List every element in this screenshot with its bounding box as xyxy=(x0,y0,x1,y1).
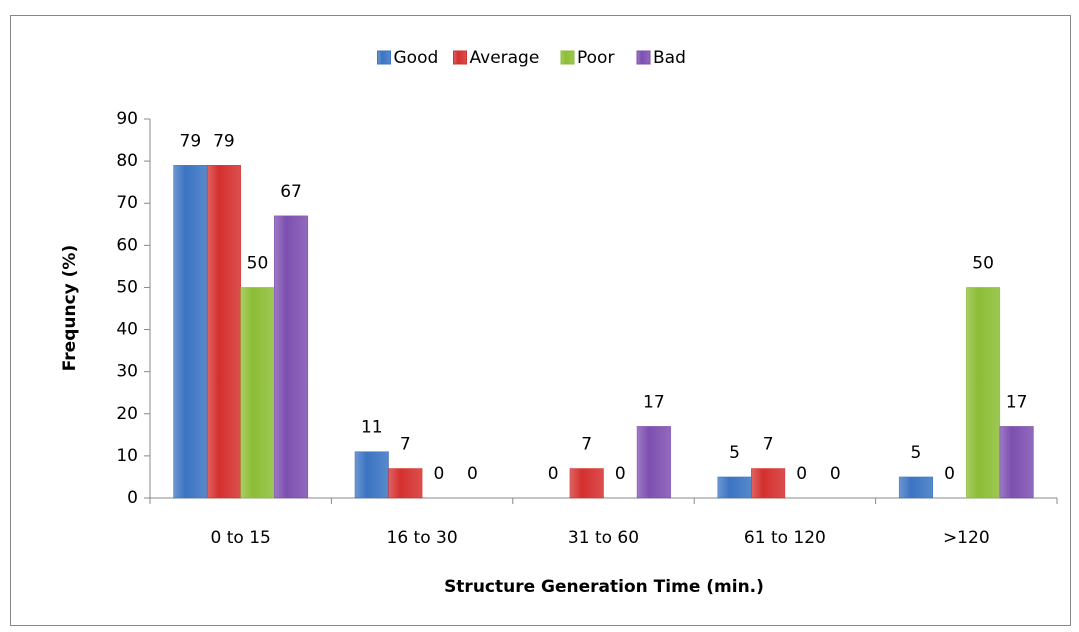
data-label: 79 xyxy=(213,131,235,151)
legend-swatch xyxy=(453,50,467,65)
bar xyxy=(274,215,309,499)
legend-label: Bad xyxy=(653,48,686,68)
bar xyxy=(751,468,786,499)
data-label: 0 xyxy=(467,464,478,484)
data-label: 0 xyxy=(830,464,841,484)
data-label: 7 xyxy=(763,435,774,455)
y-tick-label: 90 xyxy=(116,109,138,129)
legend-swatch xyxy=(636,50,651,65)
data-label: 5 xyxy=(911,443,922,463)
bar xyxy=(173,165,208,499)
y-tick-label: 50 xyxy=(116,277,138,297)
data-label: 0 xyxy=(944,464,955,484)
bar xyxy=(206,165,241,499)
bar xyxy=(354,451,389,499)
y-tick-label: 30 xyxy=(116,362,138,382)
bar xyxy=(966,287,1001,499)
x-tick-label: 31 to 60 xyxy=(568,528,639,548)
bar xyxy=(240,287,275,499)
data-label: 0 xyxy=(615,464,626,484)
y-axis-title: Frequncy (%) xyxy=(60,245,80,371)
data-label: 67 xyxy=(280,182,302,202)
x-tick-label: 16 to 30 xyxy=(387,528,458,548)
chart-border xyxy=(10,15,1071,626)
y-tick-label: 60 xyxy=(116,235,138,255)
data-label: 7 xyxy=(581,435,592,455)
y-tick-label: 0 xyxy=(127,488,138,508)
y-tick-label: 70 xyxy=(116,193,138,213)
bar xyxy=(569,468,604,499)
data-label: 0 xyxy=(548,464,559,484)
data-label: 0 xyxy=(433,464,444,484)
legend-label: Average xyxy=(470,48,540,68)
bar xyxy=(717,476,752,499)
data-label: 5 xyxy=(729,443,740,463)
legend-label: Poor xyxy=(577,48,614,68)
y-tick-label: 20 xyxy=(116,404,138,424)
data-label: 50 xyxy=(247,253,269,273)
legend-label: Good xyxy=(394,48,439,68)
data-label: 50 xyxy=(972,253,994,273)
y-tick-label: 40 xyxy=(116,320,138,340)
x-tick-label: 61 to 120 xyxy=(744,528,826,548)
data-label: 17 xyxy=(1006,392,1028,412)
y-tick-label: 80 xyxy=(116,151,138,171)
bar xyxy=(388,468,423,499)
bar xyxy=(898,476,933,499)
x-tick-label: 0 to 15 xyxy=(211,528,271,548)
x-axis-title: Structure Generation Time (min.) xyxy=(444,577,764,597)
legend-swatch xyxy=(377,50,391,65)
data-label: 7 xyxy=(400,435,411,455)
data-label: 0 xyxy=(796,464,807,484)
y-tick-label: 10 xyxy=(116,446,138,466)
data-label: 17 xyxy=(643,392,665,412)
bar xyxy=(636,426,671,499)
bar xyxy=(999,426,1034,499)
x-tick-label: >120 xyxy=(943,528,990,548)
data-label: 79 xyxy=(180,131,202,151)
legend-swatch xyxy=(560,50,575,65)
legend: Good Average Poor Bad xyxy=(377,48,686,68)
data-label: 11 xyxy=(361,418,383,438)
